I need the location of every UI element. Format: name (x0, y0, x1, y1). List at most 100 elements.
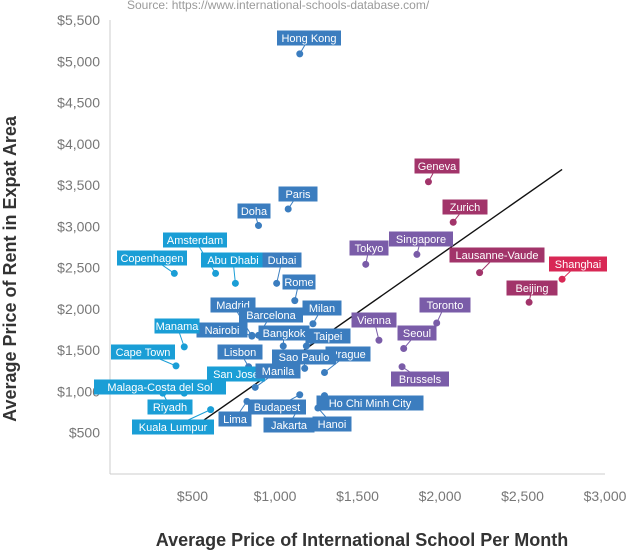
point-kuala-lumpur (207, 406, 215, 414)
label-paris: Paris (285, 189, 311, 201)
label-hong-kong: Hong Kong (281, 33, 336, 45)
label-box-prague (325, 346, 371, 362)
point-paris (284, 205, 292, 213)
point-shanghai (558, 275, 566, 283)
label-box-milan (302, 300, 342, 316)
label-beijing: Beijing (515, 283, 548, 295)
point-beijing (525, 298, 533, 306)
point-manila (251, 383, 259, 391)
label-box-toronto (419, 297, 471, 313)
label-box-seoul (397, 325, 437, 341)
label-vienna: Vienna (357, 315, 392, 327)
label-doha: Doha (241, 206, 268, 218)
x-tick-label: $3,000 (584, 488, 627, 504)
label-manama: Manama (156, 321, 200, 333)
trend-line (185, 168, 563, 434)
label-box-manama (154, 318, 200, 334)
point-cape-town (172, 362, 180, 370)
x-tick-label: $2,500 (501, 488, 544, 504)
point-prague (321, 368, 328, 376)
label-geneva: Geneva (418, 161, 457, 173)
label-singapore: Singapore (396, 234, 446, 246)
y-tick-label: $1,500 (57, 342, 100, 358)
label-box-lisbon (217, 344, 263, 360)
label-box-beijing (506, 280, 558, 296)
x-tick-label: $1,500 (336, 488, 379, 504)
label-manila: Manila (262, 366, 295, 378)
label-box-riyadh (147, 399, 193, 415)
point-zurich (449, 218, 457, 226)
label-box-taipei (305, 328, 351, 344)
label-tokyo: Tokyo (355, 243, 384, 255)
label-nairobi: Nairobi (205, 325, 240, 337)
y-tick-label: $5,000 (57, 53, 100, 69)
label-ho-chi-minh-city: Ho Chi Minh City (329, 398, 412, 410)
y-tick-label: $5,500 (57, 12, 100, 28)
point-manama (180, 343, 188, 351)
label-dubai: Dubai (268, 255, 297, 267)
y-tick-label: $1,000 (57, 383, 100, 399)
label-bangkok: Bangkok (263, 328, 306, 340)
label-milan: Milan (309, 303, 335, 315)
label-box-budapest (248, 399, 306, 415)
y-tick-label: $3,500 (57, 177, 100, 193)
label-box-brussels (391, 371, 449, 387)
label-box-dubai (262, 252, 302, 268)
point-doha (255, 222, 262, 230)
label-box-shanghai (549, 256, 607, 272)
point-sao-paulo (301, 364, 309, 372)
point-brussels (398, 363, 406, 371)
label-box-paris (278, 186, 318, 202)
label-box-ho-chi-minh-city (316, 395, 424, 411)
point-abu-dhabi (231, 279, 239, 287)
label-box-nairobi (196, 322, 248, 338)
label-box-barcelona (239, 307, 303, 323)
label-zurich: Zurich (450, 202, 481, 214)
label-sao-paulo: Sao Paulo (279, 352, 330, 364)
label-box-bangkok (258, 325, 310, 341)
label-box-amsterdam (163, 232, 227, 248)
point-milan (309, 320, 317, 328)
point-lausanne-vaude (476, 269, 484, 277)
label-box-jakarta (263, 417, 315, 433)
label-kuala-lumpur: Kuala Lumpur (139, 422, 208, 434)
label-lisbon: Lisbon (224, 347, 256, 359)
label-box-geneva (414, 158, 460, 174)
point-vienna (375, 336, 383, 344)
x-tick-label: $2,000 (419, 488, 462, 504)
label-box-zurich (442, 199, 488, 215)
label-box-cape-town (111, 344, 175, 360)
label-box-malaga-costa-del-sol (94, 379, 226, 395)
label-shanghai: Shanghai (555, 259, 602, 271)
point-amsterdam (212, 269, 220, 277)
x-tick-label: $500 (177, 488, 208, 504)
point-tokyo (362, 260, 370, 268)
point-copenhagen (170, 269, 178, 277)
data-points (159, 50, 566, 414)
point-dubai (273, 279, 281, 287)
label-malaga-costa-del-sol: Malaga-Costa del Sol (107, 382, 212, 394)
label-brussels: Brussels (399, 374, 442, 386)
x-axis-title: Average Price of International School Pe… (156, 530, 568, 550)
y-axis: $500 $1,000 $1,500 $2,000 $2,500 $3,000 $3,500… (57, 12, 100, 441)
point-seoul (400, 345, 408, 353)
label-copenhagen: Copenhagen (120, 253, 183, 265)
label-box-abu-dhabi (201, 252, 265, 268)
y-axis-title: Average Price of Rent in Expat Area (0, 115, 20, 422)
label-lima: Lima (223, 414, 248, 426)
label-box-lima (218, 411, 252, 427)
label-box-vienna (351, 312, 397, 328)
point-bangkok (279, 342, 287, 350)
label-box-tokyo (349, 240, 389, 256)
label-seoul: Seoul (403, 328, 431, 340)
label-box-san-jose (207, 366, 265, 382)
label-box-lausanne-vaude (449, 247, 545, 263)
label-san-jose: San Jose (213, 369, 259, 381)
y-tick-label: $4,000 (57, 136, 100, 152)
label-box-sao-paulo (272, 349, 336, 365)
label-lausanne-vaude: Lausanne-Vaude (456, 250, 539, 262)
label-budapest: Budapest (254, 402, 300, 414)
y-tick-label: $500 (69, 425, 100, 441)
label-amsterdam: Amsterdam (167, 235, 223, 247)
